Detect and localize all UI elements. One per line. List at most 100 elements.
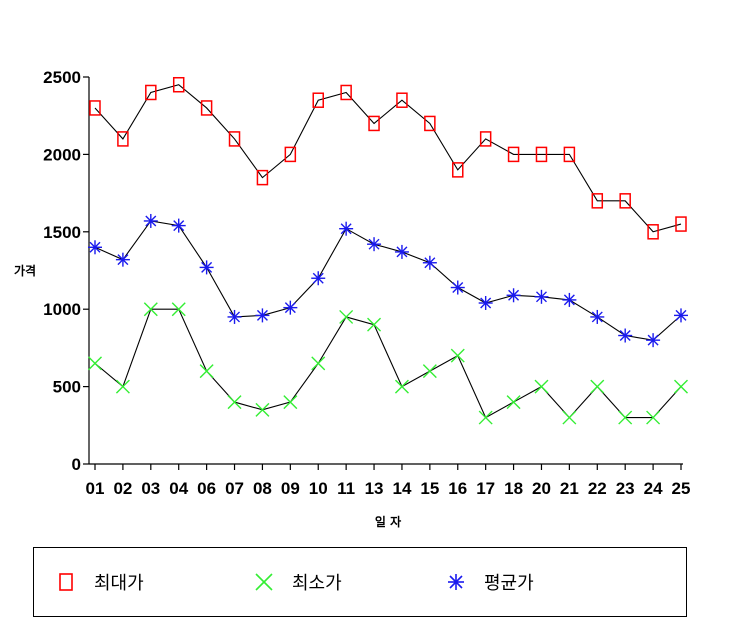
legend-label-min: 최소가 (292, 573, 342, 594)
data-point-x (88, 356, 102, 371)
y-tick-label: 2500 (43, 68, 81, 87)
data-point-x (590, 379, 605, 394)
y-tick-label: 1000 (43, 300, 81, 319)
data-point-square (507, 146, 520, 163)
data-point-asterisk (506, 288, 521, 303)
x-tick-label: 06 (197, 479, 216, 498)
data-point-x (311, 356, 326, 371)
data-point-asterisk (227, 309, 242, 324)
legend-label-max: 최대가 (94, 573, 144, 594)
data-point-asterisk (339, 221, 354, 236)
data-point-asterisk (283, 300, 298, 315)
data-point-asterisk (311, 271, 326, 286)
data-point-x (199, 364, 214, 379)
x-tick-label: 15 (420, 479, 439, 498)
x-axis-title: 일 자 (375, 514, 401, 529)
data-point-square (563, 146, 576, 163)
data-point-square (396, 92, 408, 108)
data-point-x (646, 410, 661, 425)
data-point-square (479, 131, 492, 147)
data-point-asterisk (115, 252, 130, 267)
data-point-square (340, 84, 352, 101)
data-point-x (367, 317, 382, 332)
x-tick-label: 09 (281, 479, 300, 498)
axes: 0 500 1000 1500 2000 2500 01 02 03 04 06 07 08 09 10 11… (43, 68, 690, 498)
data-point-asterisk (199, 260, 214, 275)
data-point-x (339, 309, 354, 324)
x-tick-label: 24 (644, 479, 663, 498)
square-marker-icon (59, 573, 73, 591)
x-tick-label: 13 (365, 479, 384, 498)
y-tick-label: 0 (72, 455, 81, 474)
data-point-x (674, 379, 688, 394)
x-tick-label: 01 (86, 479, 105, 498)
data-point-x (422, 364, 437, 379)
x-tick-label: 18 (504, 479, 523, 498)
x-tick-label: 03 (141, 479, 160, 498)
data-point-x (478, 410, 493, 425)
data-point-x (255, 402, 270, 417)
data-point-asterisk (590, 309, 605, 324)
data-point-square (452, 162, 464, 178)
data-point-square (619, 193, 631, 209)
data-point-square (200, 100, 213, 116)
asterisk-marker-icon (448, 574, 464, 590)
x-tick-label: 04 (169, 479, 188, 498)
data-point-square (675, 216, 687, 232)
data-point-x (394, 379, 409, 394)
data-point-square (424, 115, 436, 132)
series-lines (94, 84, 682, 419)
x-tick-label: 11 (337, 479, 355, 498)
data-point-asterisk (255, 308, 270, 323)
x-tick-label: 17 (476, 479, 495, 498)
y-tick-label: 2000 (43, 145, 81, 164)
x-tick-label: 02 (113, 479, 132, 498)
data-point-x (283, 395, 298, 410)
data-point-square (89, 100, 101, 116)
x-tick-label: 10 (309, 479, 328, 498)
data-point-asterisk (367, 237, 382, 252)
data-point-square (172, 76, 185, 93)
series-line-2 (94, 308, 682, 419)
data-point-square (284, 146, 297, 163)
data-point-x (450, 348, 465, 363)
data-point-asterisk (171, 218, 186, 233)
series-line-1 (94, 84, 682, 233)
legend: 최대가 최소가 평균가 (33, 547, 687, 617)
series-markers (88, 76, 688, 425)
y-tick-label: 1500 (43, 223, 81, 242)
x-marker-icon (255, 573, 273, 591)
data-point-square (117, 131, 129, 147)
x-tick-label: 25 (672, 479, 691, 498)
data-point-x (143, 302, 158, 317)
legend-label-avg: 평균가 (484, 573, 534, 594)
data-point-square (591, 193, 604, 209)
data-point-square (312, 92, 324, 108)
data-point-x (562, 410, 577, 425)
data-point-asterisk (646, 333, 661, 348)
data-point-asterisk (143, 213, 158, 228)
x-tick-label: 08 (253, 479, 272, 498)
x-tick-label: 23 (616, 479, 635, 498)
x-tick-label: 14 (392, 479, 411, 498)
data-point-asterisk (618, 328, 633, 343)
data-point-square (228, 131, 241, 147)
data-point-asterisk (88, 240, 102, 255)
data-point-asterisk (562, 292, 577, 307)
data-point-square (647, 224, 659, 240)
data-point-x (534, 379, 549, 394)
y-axis-title: 가격 (14, 263, 36, 278)
data-point-square (256, 169, 269, 186)
series-line-3 (94, 220, 682, 341)
data-point-asterisk (674, 308, 688, 323)
x-tick-label: 07 (225, 479, 244, 498)
data-point-square (145, 84, 157, 101)
data-point-asterisk (422, 255, 437, 270)
x-tick-label: 16 (448, 479, 467, 498)
data-point-x (227, 395, 242, 410)
y-tick-label: 500 (53, 378, 81, 397)
legend-item-avg: 평균가 (446, 568, 534, 596)
data-point-asterisk (450, 280, 465, 295)
legend-item-max: 최대가 (56, 568, 144, 596)
